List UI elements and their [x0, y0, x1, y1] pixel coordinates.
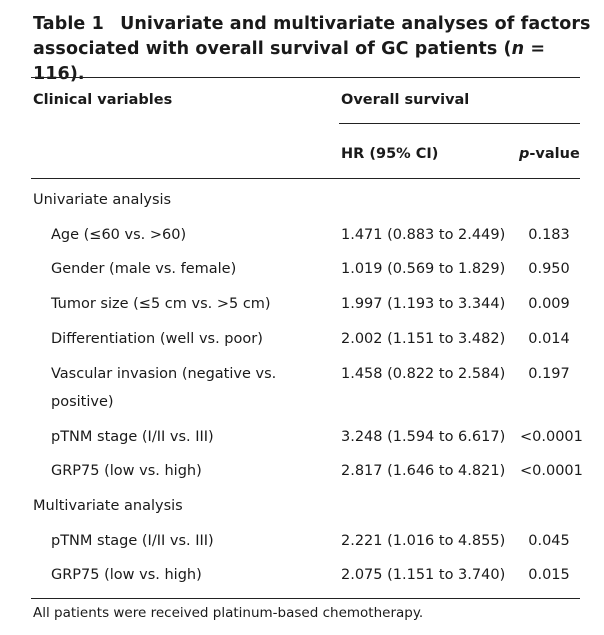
hr-value: 3.248 (1.594 to 6.617) [341, 429, 506, 445]
section-label-multivariate: Multivariate analysis [33, 498, 183, 514]
hr-value: 1.019 (0.569 to 1.829) [341, 261, 506, 277]
header-hr: HR (95% CI) [341, 146, 439, 162]
hr-value: 1.997 (1.193 to 3.344) [341, 296, 506, 312]
variable-label: Age (≤60 vs. >60) [51, 227, 187, 243]
variable-label: pTNM stage (I/II vs. III) [51, 429, 214, 445]
header-p-value: p-value [519, 146, 580, 162]
variable-label: Vascular invasion (negative vs. [51, 366, 277, 382]
section-label-univariate: Univariate analysis [33, 192, 172, 208]
hr-value: 1.458 (0.822 to 2.584) [341, 366, 506, 382]
variable-label: GRP75 (low vs. high) [51, 463, 202, 479]
hr-value: 1.471 (0.883 to 2.449) [341, 227, 506, 243]
p-value: 0.197 [528, 366, 570, 382]
p-value: 0.014 [528, 331, 570, 347]
hr-value: 2.075 (1.151 to 3.740) [341, 567, 506, 583]
n-symbol: n [511, 39, 525, 59]
variable-label: Tumor size (≤5 cm vs. >5 cm) [51, 296, 271, 312]
header-overall-survival: Overall survival [341, 92, 470, 108]
p-value: 0.183 [528, 227, 570, 243]
p-rest: -value [529, 146, 580, 162]
variable-label: Gender (male vs. female) [51, 261, 237, 277]
hr-value: 2.221 (1.016 to 4.855) [341, 533, 506, 549]
table-footnote: All patients were received platinum-base… [33, 605, 424, 621]
variable-label-continuation: positive) [51, 394, 114, 410]
p-value: 0.009 [528, 296, 570, 312]
overall-survival-rule [339, 123, 580, 124]
table-title-end: = 116). [33, 39, 546, 84]
p-value: <0.0001 [520, 463, 583, 479]
variable-label: GRP75 (low vs. high) [51, 567, 202, 583]
table-caption: Table 1 Univariate and multivariate anal… [33, 12, 593, 87]
p-value: 0.950 [528, 261, 570, 277]
p-value: 0.045 [528, 533, 570, 549]
p-italic: p [519, 146, 530, 162]
bottom-rule [31, 598, 580, 599]
p-value: 0.015 [528, 567, 570, 583]
top-rule [31, 77, 580, 78]
hr-value: 2.817 (1.646 to 4.821) [341, 463, 506, 479]
variable-label: pTNM stage (I/II vs. III) [51, 533, 214, 549]
p-value: <0.0001 [520, 429, 583, 445]
variable-label: Differentiation (well vs. poor) [51, 331, 263, 347]
header-clinical-variables: Clinical variables [33, 92, 173, 108]
table-title: Univariate and multivariate analyses of … [33, 14, 591, 59]
hr-value: 2.002 (1.151 to 3.482) [341, 331, 506, 347]
header-rule [31, 178, 580, 179]
table-label: Table 1 [33, 14, 104, 34]
